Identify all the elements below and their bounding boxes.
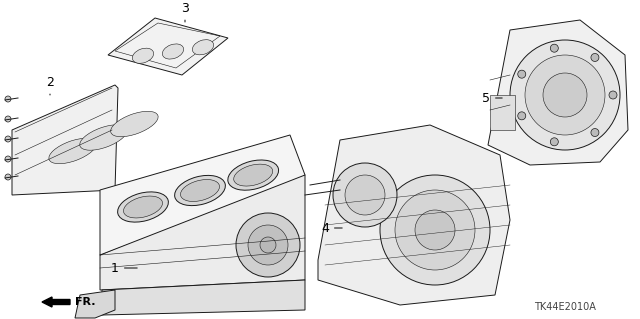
Text: 2: 2 bbox=[46, 76, 54, 95]
Ellipse shape bbox=[111, 111, 158, 137]
Ellipse shape bbox=[49, 138, 97, 164]
Circle shape bbox=[5, 156, 11, 162]
Circle shape bbox=[5, 136, 11, 142]
Ellipse shape bbox=[234, 164, 273, 186]
Text: 4: 4 bbox=[321, 221, 342, 234]
Ellipse shape bbox=[124, 196, 163, 218]
Ellipse shape bbox=[180, 180, 220, 202]
Polygon shape bbox=[75, 290, 115, 318]
Ellipse shape bbox=[118, 192, 168, 222]
Polygon shape bbox=[12, 85, 118, 195]
Circle shape bbox=[5, 174, 11, 180]
Ellipse shape bbox=[163, 44, 184, 59]
Circle shape bbox=[518, 70, 525, 78]
Polygon shape bbox=[100, 175, 305, 290]
Polygon shape bbox=[102, 280, 305, 315]
Text: 3: 3 bbox=[181, 2, 189, 22]
Ellipse shape bbox=[80, 125, 127, 150]
Polygon shape bbox=[108, 18, 228, 75]
Circle shape bbox=[550, 44, 558, 52]
Circle shape bbox=[510, 40, 620, 150]
Circle shape bbox=[260, 237, 276, 253]
Circle shape bbox=[5, 116, 11, 122]
Text: FR.: FR. bbox=[75, 297, 95, 307]
Circle shape bbox=[248, 225, 288, 265]
Circle shape bbox=[609, 91, 617, 99]
Ellipse shape bbox=[132, 48, 154, 63]
Text: 1: 1 bbox=[111, 262, 137, 275]
Bar bbox=[490, 95, 515, 130]
Circle shape bbox=[591, 129, 599, 137]
Circle shape bbox=[525, 55, 605, 135]
Circle shape bbox=[591, 54, 599, 62]
Ellipse shape bbox=[193, 40, 214, 55]
Circle shape bbox=[395, 190, 475, 270]
Circle shape bbox=[5, 96, 11, 102]
Circle shape bbox=[543, 73, 587, 117]
Ellipse shape bbox=[175, 175, 225, 206]
Polygon shape bbox=[318, 125, 510, 305]
Text: TK44E2010A: TK44E2010A bbox=[534, 302, 596, 312]
Text: 5: 5 bbox=[482, 92, 502, 105]
Circle shape bbox=[415, 210, 455, 250]
FancyArrow shape bbox=[42, 297, 70, 307]
Circle shape bbox=[518, 112, 525, 120]
Polygon shape bbox=[100, 135, 305, 255]
Circle shape bbox=[236, 213, 300, 277]
Circle shape bbox=[333, 163, 397, 227]
Polygon shape bbox=[488, 20, 628, 165]
Circle shape bbox=[550, 138, 558, 146]
Ellipse shape bbox=[228, 160, 278, 190]
Circle shape bbox=[345, 175, 385, 215]
Circle shape bbox=[380, 175, 490, 285]
